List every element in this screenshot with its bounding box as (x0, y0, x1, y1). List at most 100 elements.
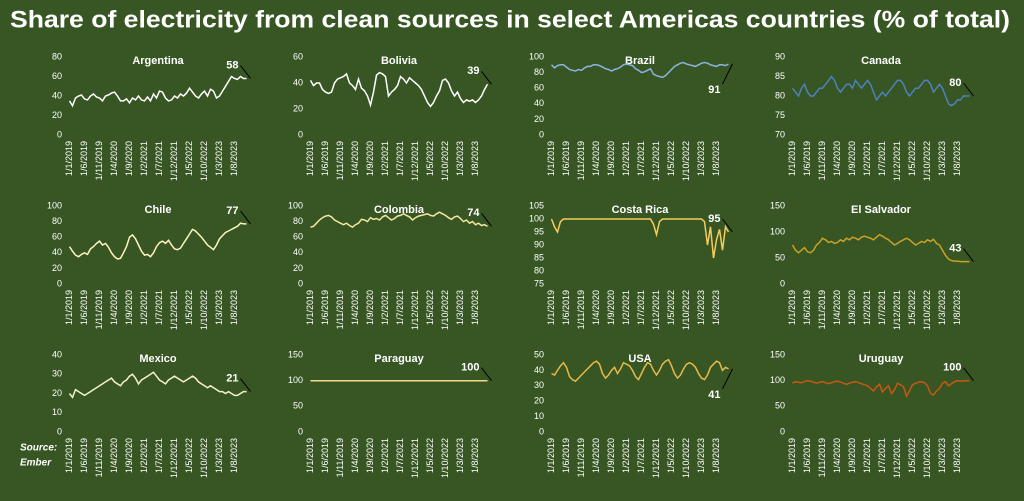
x-tick-label: 1/12/2021 (892, 141, 902, 181)
x-tick-label: 1/12/2021 (892, 438, 902, 478)
y-tick-label: 0 (57, 426, 62, 436)
x-tick-label: 1/7/2021 (877, 438, 887, 473)
x-tick-label: 1/11/2019 (576, 141, 586, 180)
x-tick-label: 1/11/2019 (335, 290, 345, 329)
line (791, 233, 970, 263)
x-tick-label: 1/5/2022 (666, 141, 676, 176)
data-label: 91 (708, 84, 720, 96)
x-tick-label: 1/12/2021 (169, 438, 179, 478)
x-tick-label: 1/7/2021 (636, 141, 646, 176)
leader-line (963, 248, 974, 262)
x-tick-label: 1/10/2022 (440, 290, 450, 330)
y-tick-label: 0 (298, 129, 303, 139)
x-tick-label: 1/1/2019 (305, 438, 315, 473)
x-tick-label: 1/9/2020 (365, 438, 375, 473)
x-tick-label: 1/4/2020 (591, 438, 601, 473)
x-tick-label: 1/7/2021 (877, 141, 887, 176)
x-tick-label: 1/4/2020 (350, 141, 360, 176)
y-tick-label: 105 (529, 200, 544, 210)
x-tick-label: 1/12/2021 (410, 141, 420, 181)
x-tick-label: 1/8/2023 (711, 290, 721, 325)
x-tick-label: 1/6/2019 (802, 141, 812, 176)
y-tick-label: 40 (534, 98, 544, 108)
y-tick-label: 20 (534, 396, 544, 406)
y-tick-label: 100 (529, 51, 544, 61)
x-tick-label: 1/9/2020 (847, 290, 857, 325)
x-tick-label: 1/1/2019 (787, 438, 797, 473)
leader-line (240, 378, 251, 392)
panel-title: Uruguay (859, 353, 905, 365)
x-tick-label: 1/8/2023 (711, 141, 721, 176)
x-tick-label: 1/3/2023 (214, 141, 224, 176)
x-tick-label: 1/9/2020 (606, 290, 616, 325)
x-tick-label: 1/11/2019 (335, 141, 345, 180)
leader-line (481, 212, 492, 227)
x-tick-label: 1/8/2023 (229, 438, 239, 473)
x-tick-label: 1/8/2023 (470, 438, 480, 473)
x-tick-label: 1/12/2021 (651, 141, 661, 181)
y-tick-label: 80 (52, 216, 62, 226)
leader-line (722, 368, 733, 390)
y-tick-label: 0 (539, 129, 544, 139)
y-tick-label: 10 (534, 411, 544, 421)
panel-title: Costa Rica (612, 204, 670, 216)
y-tick-label: 80 (534, 67, 544, 77)
y-tick-label: 50 (775, 401, 785, 411)
line (791, 75, 970, 107)
x-tick-label: 1/12/2021 (651, 438, 661, 478)
panel-title: Paraguay (374, 353, 424, 365)
x-tick-label: 1/2/2021 (380, 141, 390, 176)
x-tick-label: 1/4/2020 (109, 438, 119, 473)
x-tick-label: 1/8/2023 (952, 141, 962, 176)
y-tick-label: 150 (770, 200, 785, 210)
data-label: 77 (226, 205, 238, 217)
x-tick-label: 1/1/2019 (64, 438, 74, 473)
x-tick-label: 1/8/2023 (229, 141, 239, 176)
y-tick-label: 95 (534, 226, 544, 236)
x-tick-label: 1/8/2023 (470, 290, 480, 325)
x-tick-label: 1/6/2019 (79, 141, 89, 176)
y-tick-label: 10 (52, 407, 62, 417)
x-tick-label: 1/10/2022 (681, 290, 691, 330)
source: Ember (20, 458, 52, 469)
y-tick-label: 80 (775, 90, 785, 100)
x-tick-label: 1/3/2023 (455, 141, 465, 176)
x-tick-label: 1/5/2022 (425, 141, 435, 176)
panel-title: USA (628, 353, 651, 365)
x-tick-label: 1/3/2023 (455, 290, 465, 325)
x-tick-label: 1/11/2019 (817, 141, 827, 180)
x-tick-label: 1/4/2020 (591, 290, 601, 325)
x-tick-label: 1/7/2021 (395, 290, 405, 325)
x-tick-label: 1/2/2021 (139, 290, 149, 325)
x-tick-label: 1/7/2021 (636, 290, 646, 325)
x-tick-label: 1/4/2020 (591, 141, 601, 176)
x-tick-label: 1/5/2022 (666, 290, 676, 325)
x-tick-label: 1/9/2020 (606, 141, 616, 176)
y-tick-label: 20 (52, 388, 62, 398)
x-tick-label: 1/5/2022 (907, 141, 917, 176)
y-tick-label: 40 (52, 247, 62, 257)
x-tick-label: 1/4/2020 (109, 290, 119, 325)
x-tick-label: 1/4/2020 (350, 438, 360, 473)
x-tick-label: 1/2/2021 (862, 438, 872, 473)
x-tick-label: 1/5/2022 (666, 438, 676, 473)
x-tick-label: 1/10/2022 (199, 141, 209, 181)
y-tick-label: 20 (293, 103, 303, 113)
x-tick-label: 1/8/2023 (470, 141, 480, 176)
x-tick-label: 1/3/2023 (696, 290, 706, 325)
x-tick-label: 1/5/2022 (184, 290, 194, 325)
y-tick-label: 40 (293, 247, 303, 257)
panel-title: Chile (145, 204, 172, 216)
x-tick-label: 1/7/2021 (154, 290, 164, 325)
source: Source: (20, 443, 57, 454)
x-tick-label: 1/8/2023 (952, 290, 962, 325)
y-tick-label: 90 (775, 51, 785, 61)
y-tick-label: 60 (52, 71, 62, 81)
y-tick-label: 90 (534, 239, 544, 249)
x-tick-label: 1/6/2019 (802, 438, 812, 473)
line (68, 222, 247, 260)
y-tick-label: 85 (534, 252, 544, 262)
x-tick-label: 1/6/2019 (79, 438, 89, 473)
leader-line (481, 70, 492, 85)
x-tick-label: 1/2/2021 (862, 141, 872, 176)
